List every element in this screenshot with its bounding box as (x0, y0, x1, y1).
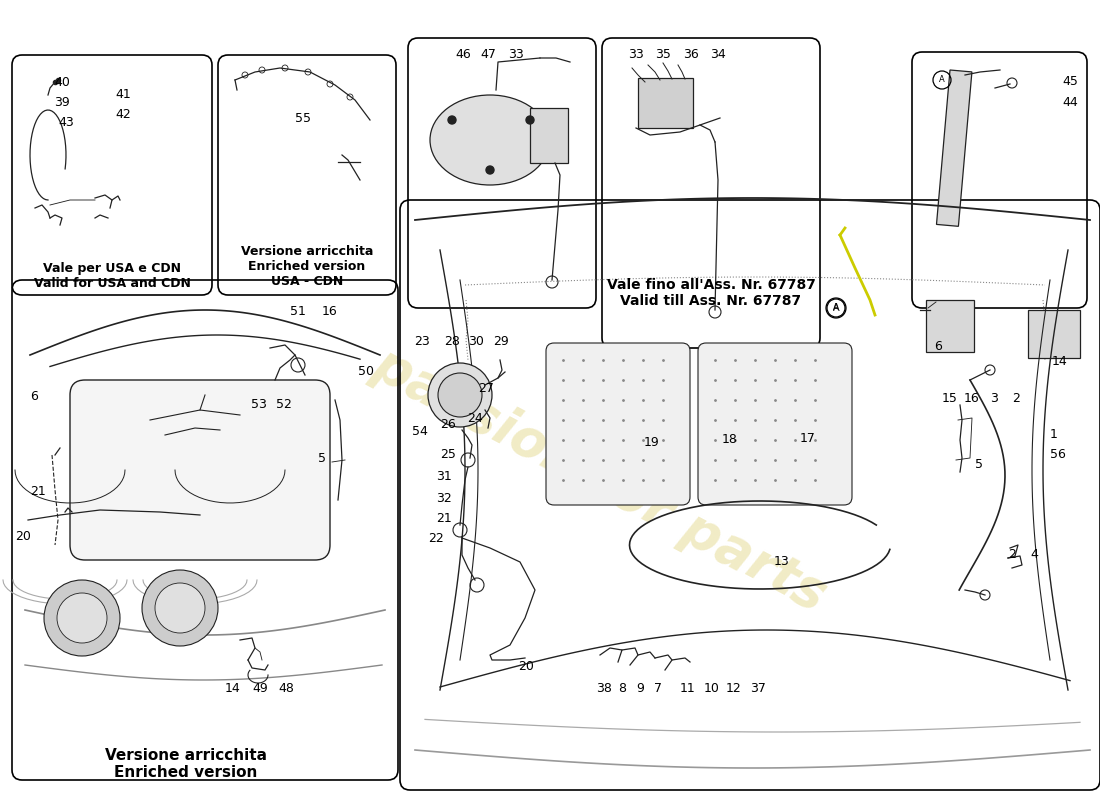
Text: 50: 50 (358, 365, 374, 378)
Text: 21: 21 (436, 512, 452, 525)
Text: 22: 22 (428, 532, 443, 545)
Text: 24: 24 (468, 412, 483, 425)
Text: 1: 1 (1050, 428, 1058, 441)
Text: 8: 8 (618, 682, 626, 695)
Text: Vale fino all'Ass. Nr. 67787
Valid till Ass. Nr. 67787: Vale fino all'Ass. Nr. 67787 Valid till … (606, 278, 815, 308)
Text: 23: 23 (414, 335, 430, 348)
Text: 9: 9 (636, 682, 644, 695)
Text: 17: 17 (800, 432, 816, 445)
Text: 6: 6 (934, 340, 942, 353)
Circle shape (142, 570, 218, 646)
Text: 3: 3 (990, 392, 998, 405)
Text: 16: 16 (964, 392, 980, 405)
Text: 41: 41 (116, 88, 131, 101)
Text: 49: 49 (252, 682, 267, 695)
Text: 31: 31 (436, 470, 452, 483)
Text: 27: 27 (478, 382, 494, 395)
Text: 34: 34 (710, 48, 726, 61)
Text: 25: 25 (440, 448, 455, 461)
Text: 35: 35 (654, 48, 671, 61)
Text: A: A (833, 303, 839, 313)
Text: 26: 26 (440, 418, 455, 431)
Text: 36: 36 (683, 48, 698, 61)
Text: 13: 13 (774, 555, 790, 568)
Text: 52: 52 (276, 398, 292, 411)
Text: Vale per USA e CDN
Valid for USA and CDN: Vale per USA e CDN Valid for USA and CDN (34, 262, 190, 290)
Text: 2: 2 (1012, 392, 1020, 405)
Text: 51: 51 (290, 305, 306, 318)
Text: 14: 14 (226, 682, 241, 695)
Circle shape (44, 580, 120, 656)
Text: 33: 33 (508, 48, 524, 61)
Text: 42: 42 (116, 108, 131, 121)
FancyBboxPatch shape (546, 343, 690, 505)
Circle shape (486, 166, 494, 174)
Text: 56: 56 (1050, 448, 1066, 461)
Text: 37: 37 (750, 682, 766, 695)
Circle shape (448, 116, 456, 124)
Text: 55: 55 (295, 112, 311, 125)
Text: 30: 30 (468, 335, 484, 348)
Circle shape (526, 116, 534, 124)
Text: 16: 16 (322, 305, 338, 318)
Text: 33: 33 (628, 48, 643, 61)
Text: 18: 18 (722, 433, 738, 446)
Bar (530, 108, 568, 163)
Text: 14: 14 (1052, 355, 1068, 368)
FancyBboxPatch shape (70, 380, 330, 560)
Circle shape (57, 593, 107, 643)
Text: 15: 15 (942, 392, 958, 405)
Text: A: A (939, 75, 945, 85)
Text: 54: 54 (412, 425, 428, 438)
Bar (638, 78, 693, 128)
Text: 38: 38 (596, 682, 612, 695)
Bar (936, 70, 972, 226)
Text: 20: 20 (15, 530, 31, 543)
Text: 47: 47 (480, 48, 496, 61)
Text: 21: 21 (30, 485, 46, 498)
Circle shape (155, 583, 205, 633)
Text: 45: 45 (1062, 75, 1078, 88)
Text: 32: 32 (436, 492, 452, 505)
Circle shape (438, 373, 482, 417)
Ellipse shape (430, 95, 550, 185)
Text: 19: 19 (644, 436, 660, 449)
Text: 5: 5 (318, 452, 326, 465)
Text: 12: 12 (726, 682, 741, 695)
Text: 5: 5 (975, 458, 983, 471)
Text: 7: 7 (654, 682, 662, 695)
Circle shape (428, 363, 492, 427)
Text: 43: 43 (58, 116, 74, 129)
Bar (1028, 310, 1080, 358)
Text: 10: 10 (704, 682, 719, 695)
Text: Versione arricchita
Enriched version
USA - CDN: Versione arricchita Enriched version USA… (241, 245, 373, 288)
Text: 20: 20 (518, 660, 534, 673)
Text: 28: 28 (444, 335, 460, 348)
Text: 29: 29 (493, 335, 508, 348)
Text: 6: 6 (30, 390, 37, 403)
Text: Versione arricchita
Enriched version: Versione arricchita Enriched version (104, 748, 267, 781)
Text: 46: 46 (455, 48, 471, 61)
Text: 48: 48 (278, 682, 294, 695)
Bar (926, 300, 974, 352)
Text: 4: 4 (1030, 548, 1038, 561)
Text: 39: 39 (54, 96, 69, 109)
Text: 53: 53 (251, 398, 267, 411)
Text: 11: 11 (680, 682, 695, 695)
Text: A: A (833, 303, 839, 313)
FancyBboxPatch shape (698, 343, 852, 505)
Text: 40: 40 (54, 76, 70, 89)
Text: 44: 44 (1062, 96, 1078, 109)
Text: 2: 2 (1008, 548, 1016, 561)
Text: passion for parts: passion for parts (364, 338, 836, 622)
